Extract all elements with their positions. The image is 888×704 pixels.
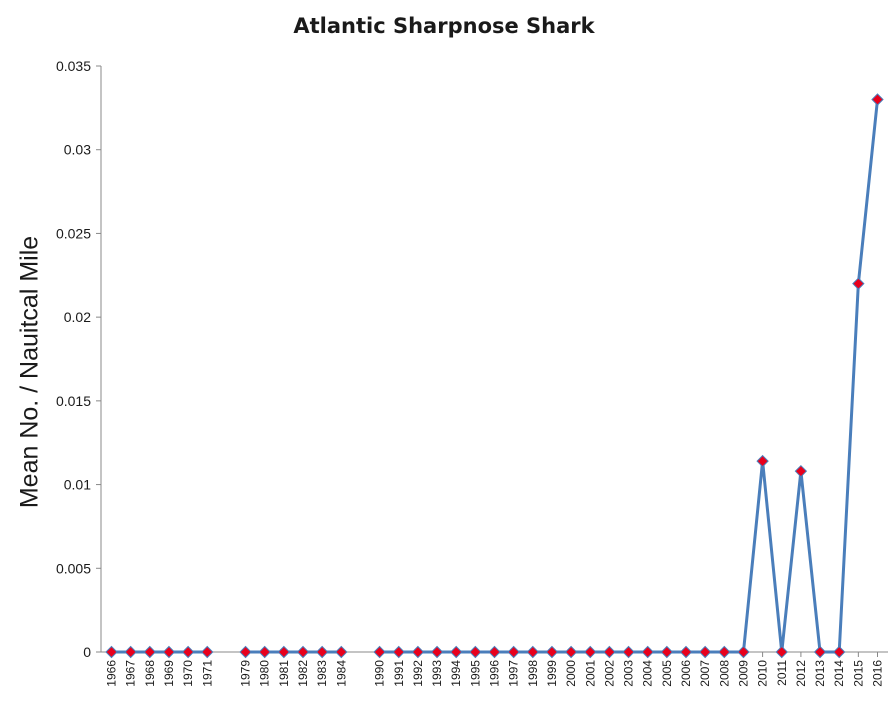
data-point-marker [488,645,501,659]
data-point-marker [239,645,252,659]
x-tick-label: 2011 [775,660,789,686]
x-tick-label: 2015 [851,660,865,687]
x-tick-label: 2016 [871,660,885,687]
data-point-marker [143,645,157,659]
data-point-marker [813,645,827,659]
x-tick-label: 2006 [679,660,693,687]
data-point-marker [603,645,616,659]
series-lines [111,99,879,654]
x-tick-label: 1969 [162,660,176,687]
data-point-marker [124,645,137,659]
data-point-marker [373,645,386,659]
data-point-marker [277,645,291,659]
data-point-marker [852,277,865,290]
x-tick-label: 2008 [717,660,731,687]
data-point-marker [622,645,635,659]
data-point-marker [430,645,444,659]
x-tick-label: 2001 [583,660,597,687]
data-point-marker [315,645,329,659]
x-tick-label: 1980 [258,660,272,687]
data-point-marker [794,464,808,478]
x-tick-label: 2005 [660,660,674,687]
x-tick-label: 1995 [468,660,482,687]
data-point-marker [258,645,271,659]
data-point-marker [507,645,520,659]
x-tick-label: 1990 [373,660,387,687]
x-tick-label: 1998 [526,660,540,687]
x-tick-label: 1984 [334,660,348,687]
y-tick-label: 0.03 [64,142,91,158]
x-tick-label: 1970 [181,660,195,687]
x-tick-label: 2002 [602,660,616,687]
y-tick-label: 0.015 [56,393,91,409]
x-tick-label: 2003 [622,660,636,687]
series-line-segment [379,99,879,654]
data-point-marker [871,93,884,106]
y-tick-label: 0.01 [64,477,91,493]
x-tick-label: 1997 [507,660,521,687]
x-tick-label: 1971 [200,660,214,687]
data-point-marker [756,454,769,468]
data-point-marker [162,645,176,659]
data-point-marker [718,645,731,659]
data-point-marker [679,645,693,659]
y-tick-label: 0.005 [56,560,91,576]
x-tick-label: 1966 [105,660,119,687]
y-axis: 0 0.005 0.01 0.015 0.02 0.025 0.03 0.035 [56,58,102,660]
data-point-marker [545,645,559,659]
x-tick-label: 2013 [813,660,827,687]
series-markers [105,93,884,659]
x-tick-label: 1993 [430,660,444,687]
data-point-marker [449,645,463,659]
x-tick-label: 1967 [124,660,138,687]
data-point-marker [411,645,425,659]
data-point-marker [296,645,310,659]
x-tick-label: 2007 [698,660,712,687]
data-point-marker [584,645,597,659]
x-tick-label: 1999 [545,660,559,687]
data-point-marker [201,645,214,659]
data-point-marker [335,645,348,659]
x-tick-label: 2009 [736,660,750,687]
x-tick-label: 2004 [641,660,655,687]
x-tick-label: 1979 [239,660,253,687]
x-tick-label: 2010 [756,660,770,687]
data-point-marker [775,645,788,659]
data-point-marker [392,645,405,659]
x-tick-label: 1992 [411,660,425,687]
y-tick-label: 0.02 [64,309,91,325]
chart-title: Atlantic Sharpnose Shark [293,14,595,38]
data-point-marker [641,645,654,659]
y-tick-label: 0.035 [56,58,91,74]
y-tick-label: 0.025 [56,225,91,241]
data-point-marker [564,645,578,659]
data-point-marker [105,645,118,659]
x-tick-label: 1968 [143,660,157,687]
data-point-marker [737,645,750,659]
data-point-marker [469,645,482,659]
data-point-marker [660,645,674,659]
data-point-marker [526,645,540,659]
data-point-marker [181,645,195,659]
x-tick-label: 1991 [392,660,406,687]
data-point-marker [832,645,846,659]
x-tick-label: 1996 [488,660,502,687]
x-tick-label: 2014 [832,660,846,687]
x-tick-label: 2012 [794,660,808,687]
x-tick-label: 1983 [315,660,329,687]
x-tick-label: 1994 [449,660,463,687]
x-tick-label: 1982 [296,660,310,687]
y-tick-label: 0 [83,644,91,660]
data-point-marker [698,645,712,659]
x-tick-label: 1981 [277,660,291,687]
x-tick-label: 2000 [564,660,578,687]
